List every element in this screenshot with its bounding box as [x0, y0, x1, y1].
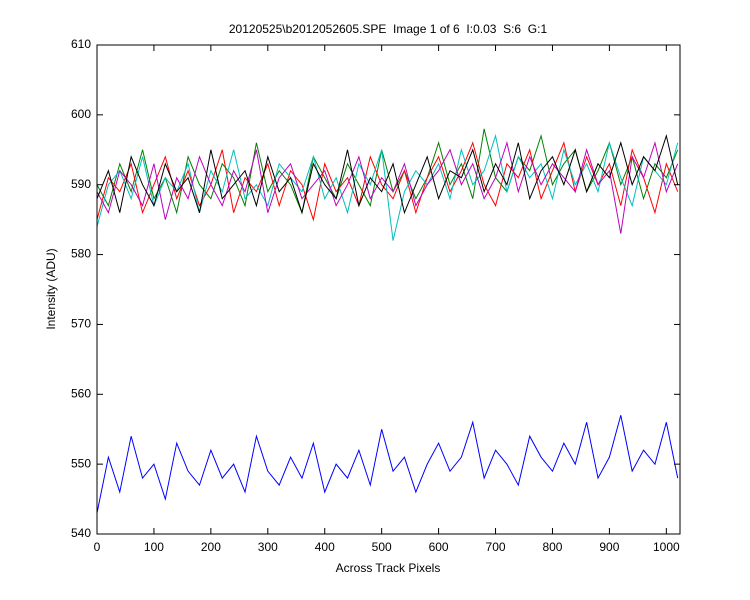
y-axis-label: Intensity (ADU): [44, 248, 58, 329]
y-tick-label: 610: [71, 37, 91, 51]
x-tick-label: 900: [599, 540, 619, 554]
y-tick-label: 540: [71, 526, 91, 540]
x-axis-label: Across Track Pixels: [336, 561, 441, 575]
y-tick-label: 580: [71, 247, 91, 261]
series-line: [96, 133, 679, 241]
x-tick-label: 800: [542, 540, 562, 554]
y-tick-label: 570: [71, 317, 91, 331]
x-tick-label: 1000: [653, 540, 680, 554]
chart-title: 20120525\b2012052605.SPE Image 1 of 6 I:…: [229, 22, 548, 36]
x-tick-label: 200: [201, 540, 221, 554]
y-tick-label: 590: [71, 177, 91, 191]
y-tick-label: 550: [71, 456, 91, 470]
x-tick-label: 700: [486, 540, 506, 554]
series-line: [96, 133, 679, 215]
axes-box: [96, 44, 681, 535]
x-tick-label: 600: [429, 540, 449, 554]
x-tick-label: 100: [144, 540, 164, 554]
y-tick-label: 560: [71, 386, 91, 400]
series-line: [96, 415, 679, 514]
x-tick-label: 400: [315, 540, 335, 554]
x-tick-label: 0: [94, 540, 101, 554]
y-tick-label: 600: [71, 107, 91, 121]
x-tick-label: 300: [258, 540, 278, 554]
x-tick-label: 500: [372, 540, 392, 554]
